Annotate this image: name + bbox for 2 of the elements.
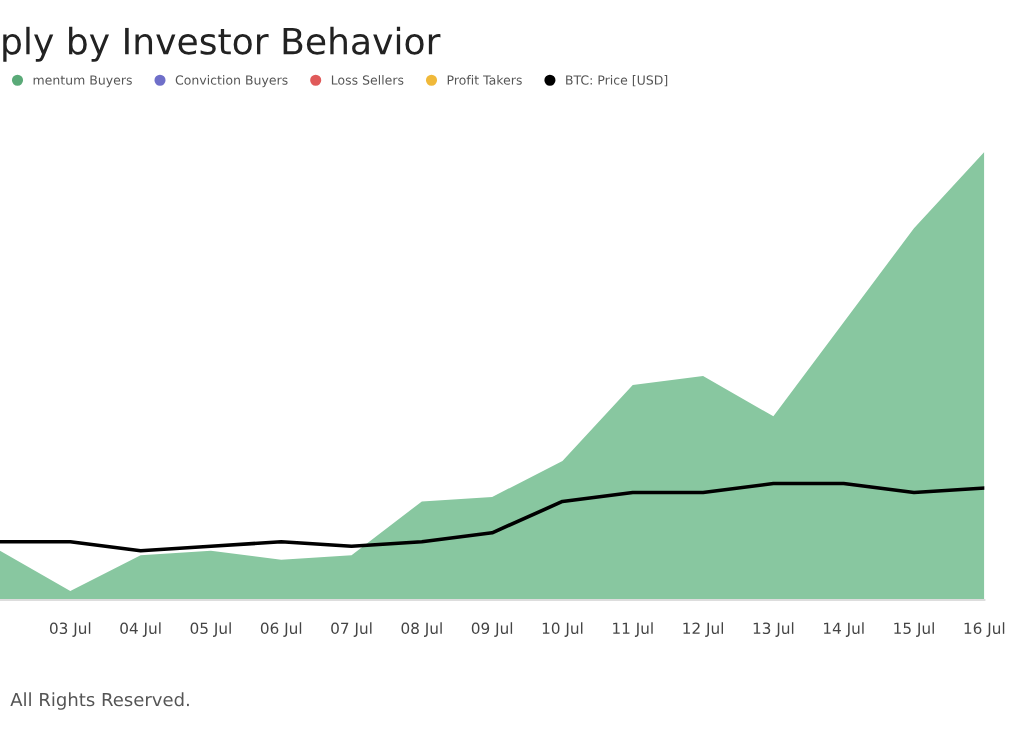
text: All Rights Reserved. xyxy=(10,692,189,710)
chart-title: ply by Investor Behavior xyxy=(3,26,441,62)
